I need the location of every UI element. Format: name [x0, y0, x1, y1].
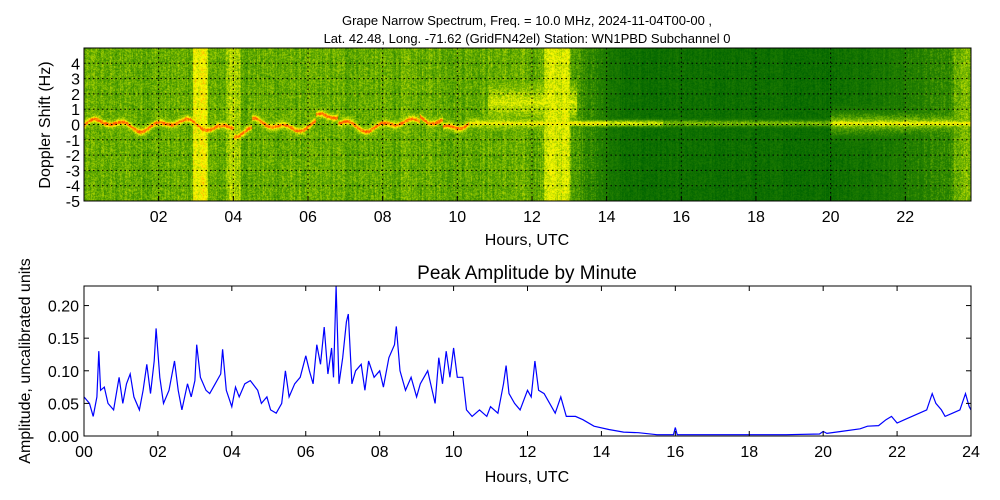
amplitude-x-ticks: 00 02 04 06 08 10 12 14 16 18 20 22 24 — [75, 286, 980, 461]
y-tick-label: 0.00 — [48, 429, 79, 446]
y-tick-label: 4 — [71, 56, 80, 73]
y-tick-label: -3 — [66, 163, 80, 180]
x-tick-label: 16 — [672, 209, 690, 226]
x-tick-label: 16 — [666, 444, 684, 461]
y-tick-label: 0.05 — [48, 396, 79, 413]
amplitude-axes-frame — [83, 285, 972, 437]
y-tick-label: -5 — [66, 194, 80, 211]
y-tick-label: 0.10 — [48, 364, 79, 381]
x-tick-label: 20 — [814, 444, 832, 461]
x-tick-label: 14 — [593, 444, 611, 461]
y-tick-label: -4 — [66, 179, 80, 196]
x-tick-label: 00 — [75, 444, 93, 461]
spectrum-title-line1: Grape Narrow Spectrum, Freq. = 10.0 MHz,… — [342, 13, 712, 28]
spectrum-x-ticks: 02 04 06 08 10 12 14 16 18 20 22 — [150, 196, 914, 226]
y-tick-label: 3 — [71, 72, 80, 89]
x-tick-label: 06 — [299, 209, 317, 226]
x-tick-label: 10 — [445, 444, 463, 461]
x-tick-label: 20 — [822, 209, 840, 226]
x-tick-label: 10 — [448, 209, 466, 226]
amplitude-series-line — [83, 285, 972, 436]
y-tick-label: 2 — [71, 87, 80, 104]
x-tick-label: 18 — [747, 209, 765, 226]
spectrum-x-label: Hours, UTC — [485, 232, 569, 249]
x-tick-label: 12 — [519, 444, 537, 461]
y-tick-label: 0.15 — [48, 331, 79, 348]
y-tick-label: -2 — [66, 148, 80, 165]
amplitude-x-label: Hours, UTC — [485, 469, 569, 486]
spectrum-axes-frame — [83, 47, 972, 202]
y-tick-label: 0.20 — [48, 299, 79, 316]
x-tick-label: 06 — [297, 444, 315, 461]
x-tick-label: 08 — [374, 209, 392, 226]
y-tick-label: 0 — [71, 118, 80, 135]
spectrum-grid — [84, 48, 971, 202]
x-tick-label: 08 — [371, 444, 389, 461]
x-tick-label: 02 — [150, 209, 168, 226]
x-tick-label: 04 — [223, 444, 241, 461]
x-tick-label: 24 — [962, 444, 980, 461]
x-tick-label: 22 — [888, 444, 906, 461]
amplitude-title: Peak Amplitude by Minute — [417, 263, 637, 284]
x-tick-label: 04 — [224, 209, 242, 226]
amplitude-y-ticks: 0.00 0.05 0.10 0.15 0.20 — [48, 299, 971, 446]
y-tick-label: 1 — [71, 102, 80, 119]
spectrum-y-label: Doppler Shift (Hz) — [37, 61, 54, 188]
x-tick-label: 12 — [523, 209, 541, 226]
x-tick-label: 14 — [598, 209, 616, 226]
spectrum-title-line2: Lat. 42.48, Long. -71.62 (GridFN42el) St… — [324, 31, 731, 46]
x-tick-label: 02 — [149, 444, 167, 461]
x-tick-label: 22 — [896, 209, 914, 226]
y-tick-label: -1 — [66, 133, 80, 150]
amplitude-y-label: Amplitude, uncalibrated units — [17, 258, 34, 463]
x-tick-label: 18 — [740, 444, 758, 461]
